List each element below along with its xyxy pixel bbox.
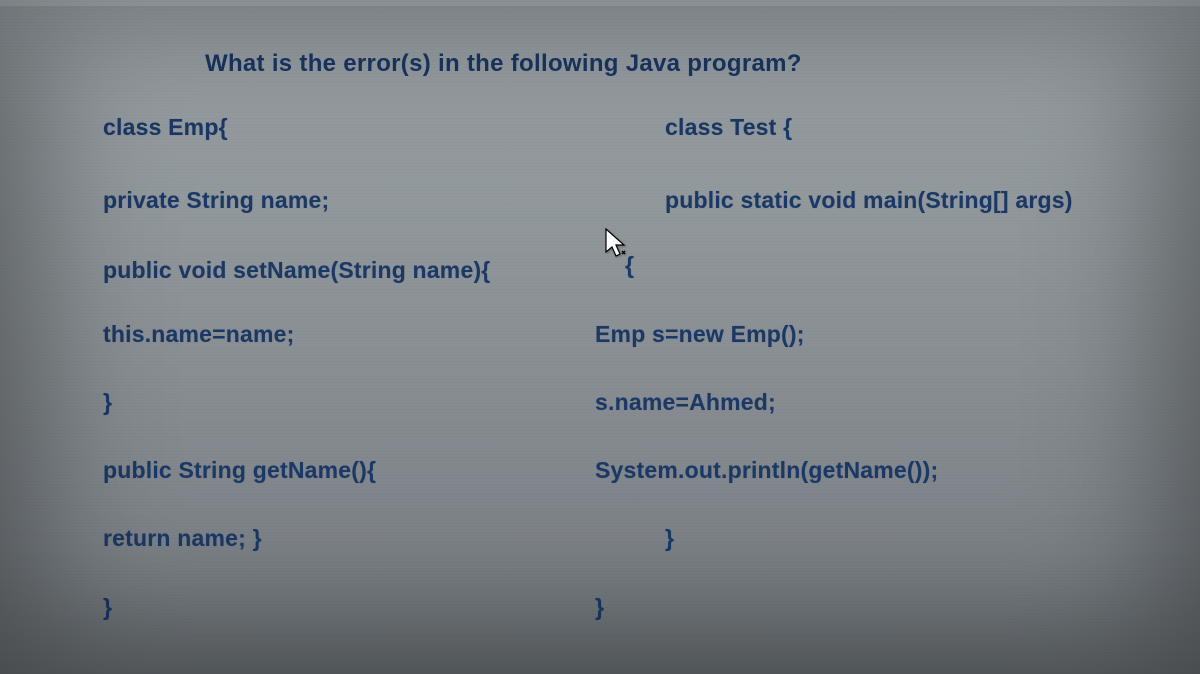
code-line: }: [665, 526, 674, 551]
code-line: System.out.println(getName());: [595, 458, 938, 483]
code-line: }: [103, 595, 112, 620]
question-title: What is the error(s) in the following Ja…: [205, 50, 802, 78]
code-line: return name; }: [103, 526, 262, 551]
code-line: class Emp{: [103, 115, 228, 140]
code-line: }: [103, 390, 112, 415]
code-line: class Test {: [665, 115, 792, 140]
code-line: s.name=Ahmed;: [595, 390, 776, 415]
code-line: public String getName(){: [103, 458, 376, 483]
code-line: public void setName(String name){: [103, 258, 490, 283]
code-line: }: [595, 595, 604, 620]
code-line: {: [625, 253, 634, 278]
code-line: private String name;: [103, 188, 329, 213]
window-top-edge: [0, 0, 1200, 6]
code-line: Emp s=new Emp();: [595, 322, 805, 347]
code-line: public static void main(String[] args): [665, 188, 1073, 213]
code-line: this.name=name;: [103, 322, 295, 347]
